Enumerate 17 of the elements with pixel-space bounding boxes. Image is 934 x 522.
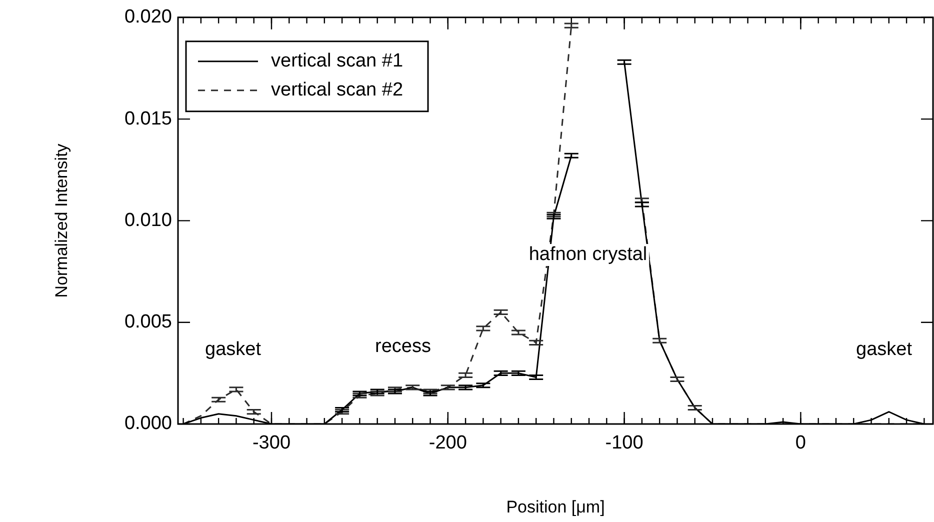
x-tick-label: -100 bbox=[605, 432, 644, 454]
y-tick-label: 0.005 bbox=[124, 312, 172, 333]
legend-label: vertical scan #2 bbox=[271, 80, 404, 101]
y-tick-label: 0.020 bbox=[124, 6, 172, 28]
x-tick-label: -200 bbox=[428, 432, 467, 454]
annotation: recess bbox=[375, 336, 431, 358]
y-tick-label: 0.000 bbox=[124, 413, 172, 434]
annotation: hafnon crystal bbox=[528, 244, 648, 266]
x-tick-label: 0 bbox=[795, 432, 806, 454]
y-tick-label: 0.015 bbox=[124, 108, 172, 130]
y-axis-title: Normalized Intensity bbox=[52, 143, 71, 298]
annotation: gasket bbox=[205, 339, 262, 360]
legend-label: vertical scan #1 bbox=[271, 50, 404, 72]
annotation: gasket bbox=[856, 339, 913, 360]
x-tick-label: -300 bbox=[252, 432, 291, 454]
x-axis-title: Position [μm] bbox=[506, 497, 605, 516]
y-tick-label: 0.010 bbox=[124, 210, 172, 231]
